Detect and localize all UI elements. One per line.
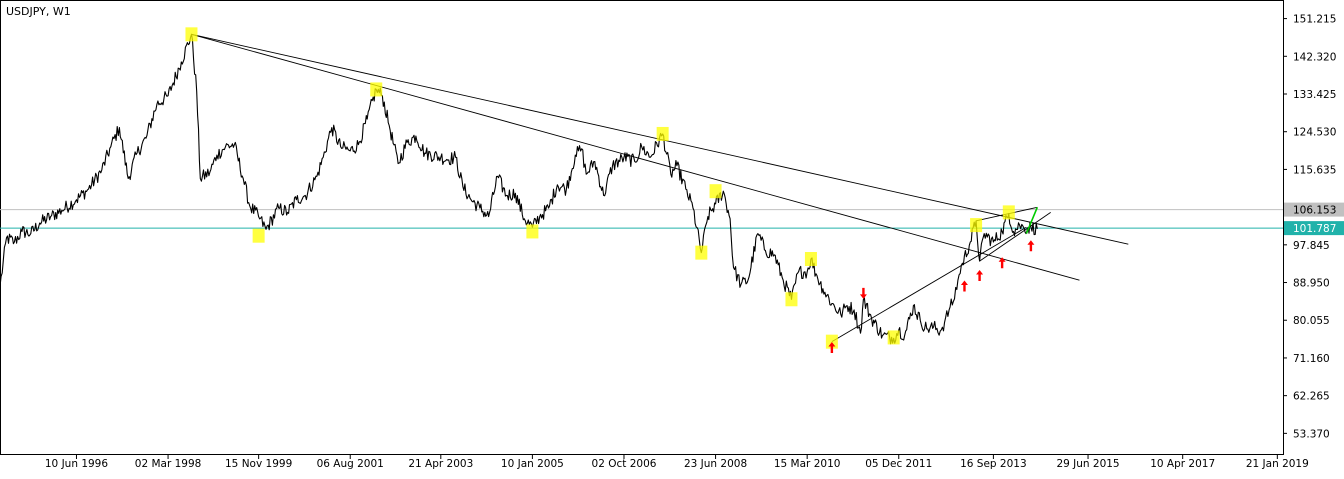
plot-frame: [0, 0, 1284, 455]
highlight-marker: [185, 27, 198, 42]
chart-title: USDJPY, W1: [6, 5, 71, 18]
y-tick-label: 97.845: [1293, 240, 1330, 252]
x-tick-label: 23 Jun 2008: [684, 458, 747, 470]
highlight-marker: [526, 224, 539, 239]
arrow-up-icon: [828, 342, 836, 354]
highlight-marker: [1002, 205, 1015, 220]
highlight-marker: [887, 330, 900, 345]
x-tick-label: 10 Apr 2017: [1150, 458, 1215, 470]
arrow-down-icon: [859, 287, 867, 299]
y-tick-label: 142.320: [1293, 51, 1336, 63]
arrow-up-icon: [976, 269, 984, 281]
arrow-up-icon: [960, 280, 968, 292]
highlight-marker: [695, 245, 708, 260]
price-label: 106.153: [1293, 205, 1336, 217]
y-tick-label: 88.950: [1293, 278, 1330, 290]
x-tick-label: 15 Mar 2010: [774, 458, 841, 470]
x-tick-label: 10 Jun 1996: [45, 458, 108, 470]
trendline[interactable]: [191, 33, 1080, 281]
x-tick-label: 21 Jan 2019: [1246, 458, 1309, 470]
x-tick-label: 21 Apr 2003: [408, 458, 473, 470]
trendline[interactable]: [831, 226, 1027, 343]
y-tick-label: 53.370: [1293, 428, 1330, 440]
x-tick-label: 02 Mar 1998: [135, 458, 202, 470]
x-tick-label: 10 Jan 2005: [501, 458, 564, 470]
y-tick-label: 115.635: [1293, 164, 1336, 176]
highlight-marker: [825, 334, 838, 349]
y-tick-label: 124.530: [1293, 127, 1336, 139]
trendline[interactable]: [979, 212, 1051, 262]
arrow-up-icon: [1027, 240, 1035, 252]
highlight-marker: [970, 218, 983, 233]
y-tick-label: 80.055: [1293, 315, 1330, 327]
green-trendline[interactable]: [1025, 206, 1039, 234]
highlight-marker: [252, 228, 265, 243]
x-tick-label: 02 Oct 2006: [592, 458, 657, 470]
x-tick-label: 16 Sep 2013: [960, 458, 1027, 470]
x-tick-label: 05 Dec 2011: [865, 458, 932, 470]
y-tick-label: 62.265: [1293, 391, 1330, 403]
y-tick-label: 133.425: [1293, 89, 1336, 101]
highlight-marker: [709, 184, 722, 199]
highlight-marker: [656, 126, 669, 141]
highlight-marker: [804, 252, 817, 267]
y-tick-label: 71.160: [1293, 353, 1330, 365]
x-tick-label: 06 Aug 2001: [317, 458, 384, 470]
price-label-box: [1284, 202, 1344, 217]
arrow-up-icon: [998, 257, 1006, 269]
price-label-box: [1284, 221, 1344, 236]
highlight-marker: [785, 292, 798, 307]
price-label: 101.787: [1293, 223, 1336, 235]
y-tick-label: 151.215: [1293, 14, 1336, 26]
price-line: [0, 33, 1038, 345]
x-tick-label: 29 Jun 2015: [1056, 458, 1119, 470]
x-tick-label: 15 Nov 1999: [225, 458, 292, 470]
highlight-marker: [370, 82, 383, 97]
